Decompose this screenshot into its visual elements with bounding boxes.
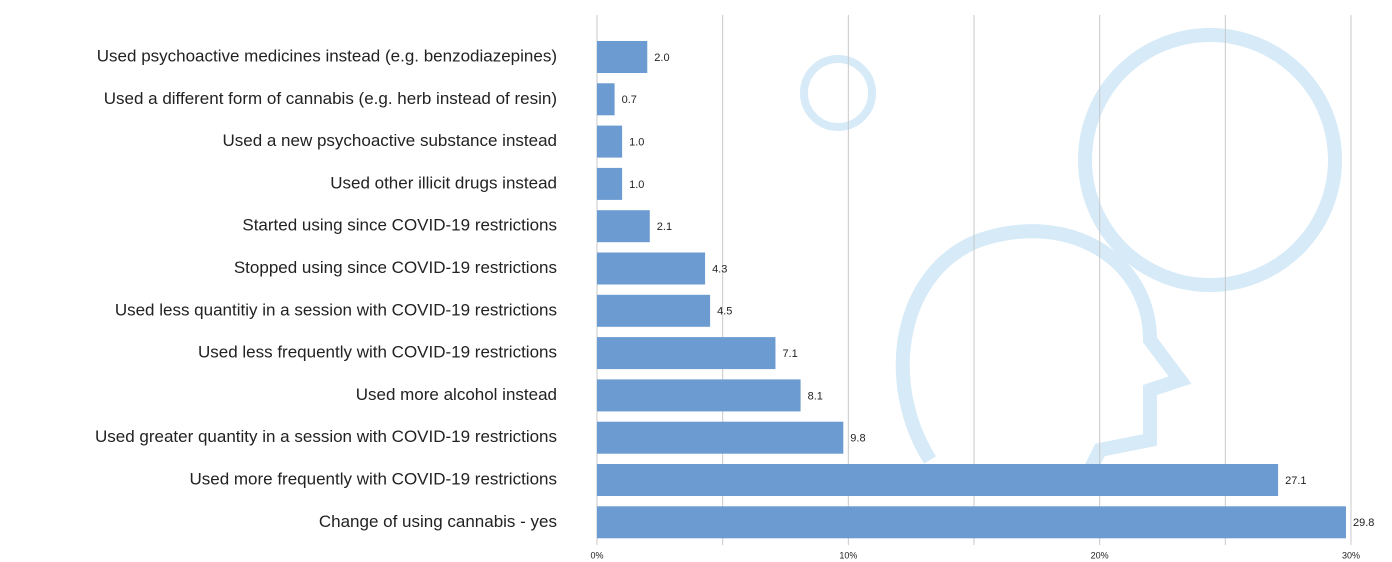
virus-icon bbox=[1078, 28, 1342, 292]
x-tick-label: 0% bbox=[590, 550, 603, 560]
x-tick-label: 20% bbox=[1091, 550, 1109, 560]
head-icon bbox=[895, 224, 1192, 474]
category-label: Used psychoactive medicines instead (e.g… bbox=[97, 46, 557, 65]
value-label: 9.8 bbox=[850, 433, 865, 445]
bar bbox=[597, 125, 623, 158]
category-label: Used a new psychoactive substance instea… bbox=[222, 131, 557, 150]
value-label: 7.1 bbox=[782, 348, 797, 360]
value-label: 4.3 bbox=[712, 263, 727, 275]
category-label: Stopped using since COVID-19 restriction… bbox=[234, 258, 557, 277]
bar bbox=[597, 294, 711, 327]
value-label: 2.0 bbox=[654, 52, 669, 64]
bar bbox=[597, 167, 623, 200]
bar bbox=[597, 379, 801, 412]
category-label: Used other illicit drugs instead bbox=[330, 173, 557, 192]
category-label: Started using since COVID-19 restriction… bbox=[242, 216, 557, 235]
value-label: 1.0 bbox=[629, 179, 644, 191]
virus-icon bbox=[800, 55, 876, 131]
bar bbox=[597, 210, 650, 243]
category-label: Used a different form of cannabis (e.g. … bbox=[104, 89, 557, 108]
x-tick-label: 30% bbox=[1342, 550, 1360, 560]
background-decoration bbox=[800, 28, 1342, 474]
value-label: 1.0 bbox=[629, 137, 644, 149]
bar bbox=[597, 464, 1279, 496]
bar bbox=[597, 252, 706, 285]
bar bbox=[597, 337, 776, 370]
value-label: 0.7 bbox=[622, 94, 637, 106]
value-label: 27.1 bbox=[1285, 475, 1306, 487]
value-label: 4.5 bbox=[717, 306, 732, 318]
category-label: Used more frequently with COVID-19 restr… bbox=[189, 469, 557, 488]
bar bbox=[597, 83, 615, 116]
category-label: Used more alcohol instead bbox=[356, 385, 557, 404]
bar bbox=[597, 506, 1346, 539]
category-label: Used less frequently with COVID-19 restr… bbox=[198, 343, 557, 362]
value-label: 2.1 bbox=[657, 221, 672, 233]
value-label: 8.1 bbox=[808, 390, 823, 402]
category-label: Used less quantitiy in a session with CO… bbox=[115, 300, 557, 319]
category-label: Change of using cannabis - yes bbox=[319, 512, 557, 531]
bar bbox=[597, 41, 648, 73]
bar bbox=[597, 421, 844, 454]
value-label: 29.8 bbox=[1353, 517, 1374, 529]
x-tick-label: 10% bbox=[839, 550, 857, 560]
category-label: Used greater quantity in a session with … bbox=[95, 427, 557, 446]
